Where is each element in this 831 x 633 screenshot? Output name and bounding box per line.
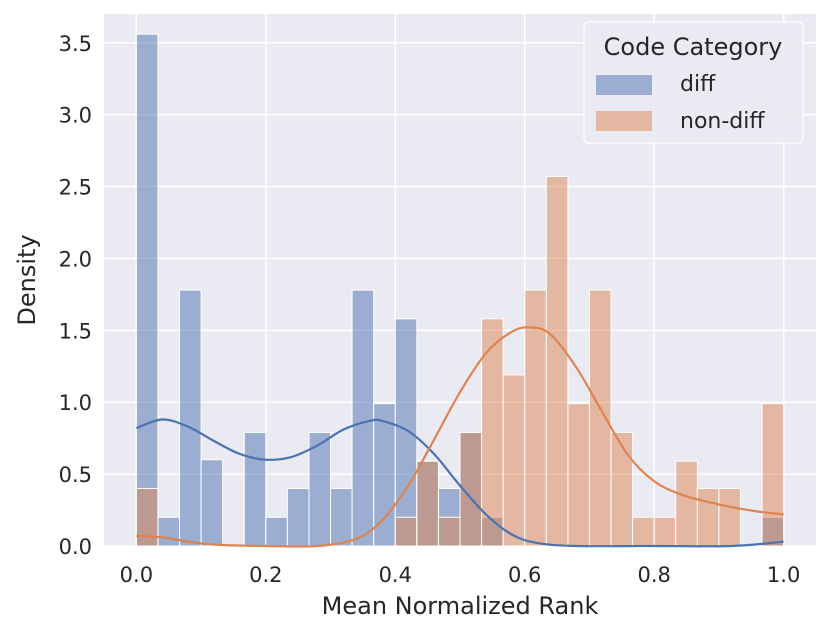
bar-diff (308, 431, 332, 547)
bar-diff (135, 33, 159, 547)
legend-swatch-diff (596, 75, 652, 95)
x-tick-label: 1.0 (767, 563, 800, 587)
bar-non-diff (632, 516, 655, 547)
x-axis-label: Mean Normalized Rank (322, 592, 599, 620)
bar-non-diff (588, 289, 612, 547)
y-tick-label: 0.0 (59, 535, 92, 559)
bar-non-diff (761, 403, 785, 547)
bar-non-diff (394, 516, 418, 547)
y-tick-label: 3.5 (59, 32, 92, 56)
bar-non-diff (437, 516, 461, 547)
bar-diff (243, 431, 267, 547)
bar-non-diff (718, 487, 741, 547)
bar-non-diff (567, 403, 590, 547)
bar-non-diff (545, 175, 569, 547)
legend-title: Code Category (604, 33, 783, 61)
bar-diff (179, 289, 202, 547)
legend-swatch-non-diff (596, 111, 652, 131)
bar-diff (157, 516, 181, 547)
y-tick-label: 1.0 (59, 391, 92, 415)
kde-curves (136, 326, 784, 548)
y-tick-label: 0.5 (59, 463, 92, 487)
bar-non-diff (502, 374, 526, 547)
y-tick-label: 3.0 (59, 104, 92, 128)
x-tick-label: 0.4 (379, 563, 412, 587)
x-tick-label: 0.8 (637, 563, 670, 587)
bar-non-diff (135, 487, 159, 547)
x-tick-label: 0.0 (120, 563, 153, 587)
x-tick-label: 0.2 (249, 563, 282, 587)
bar-non-diff (610, 431, 634, 547)
bars (135, 33, 785, 547)
kde-line-diff (136, 418, 784, 548)
bar-diff (394, 318, 418, 547)
y-tick-label: 1.5 (59, 319, 92, 343)
bar-non-diff (696, 487, 720, 547)
bar-diff (286, 487, 310, 547)
y-axis-label: Density (13, 234, 41, 325)
bar-diff (330, 487, 353, 547)
bar-non-diff (675, 460, 698, 547)
kde-line-non-diff (136, 326, 784, 548)
bar-diff (351, 289, 375, 547)
bar-diff (200, 459, 224, 547)
tick-labels: 0.0 0.2 0.4 0.6 0.8 1.0 0.0 0.5 1.0 1.5 2.0 2.5 3.0 3… (59, 32, 801, 587)
legend-label-non-diff: non-diff (680, 109, 765, 134)
x-tick-label: 0.6 (508, 563, 541, 587)
bar-non-diff (416, 460, 439, 547)
legend-label-diff: diff (680, 72, 716, 97)
bar-diff (265, 516, 288, 547)
legend: Code Category diff non-diff (583, 21, 804, 144)
bar-non-diff (653, 516, 677, 547)
y-tick-label: 2.5 (59, 176, 92, 200)
y-tick-label: 2.0 (59, 247, 92, 271)
